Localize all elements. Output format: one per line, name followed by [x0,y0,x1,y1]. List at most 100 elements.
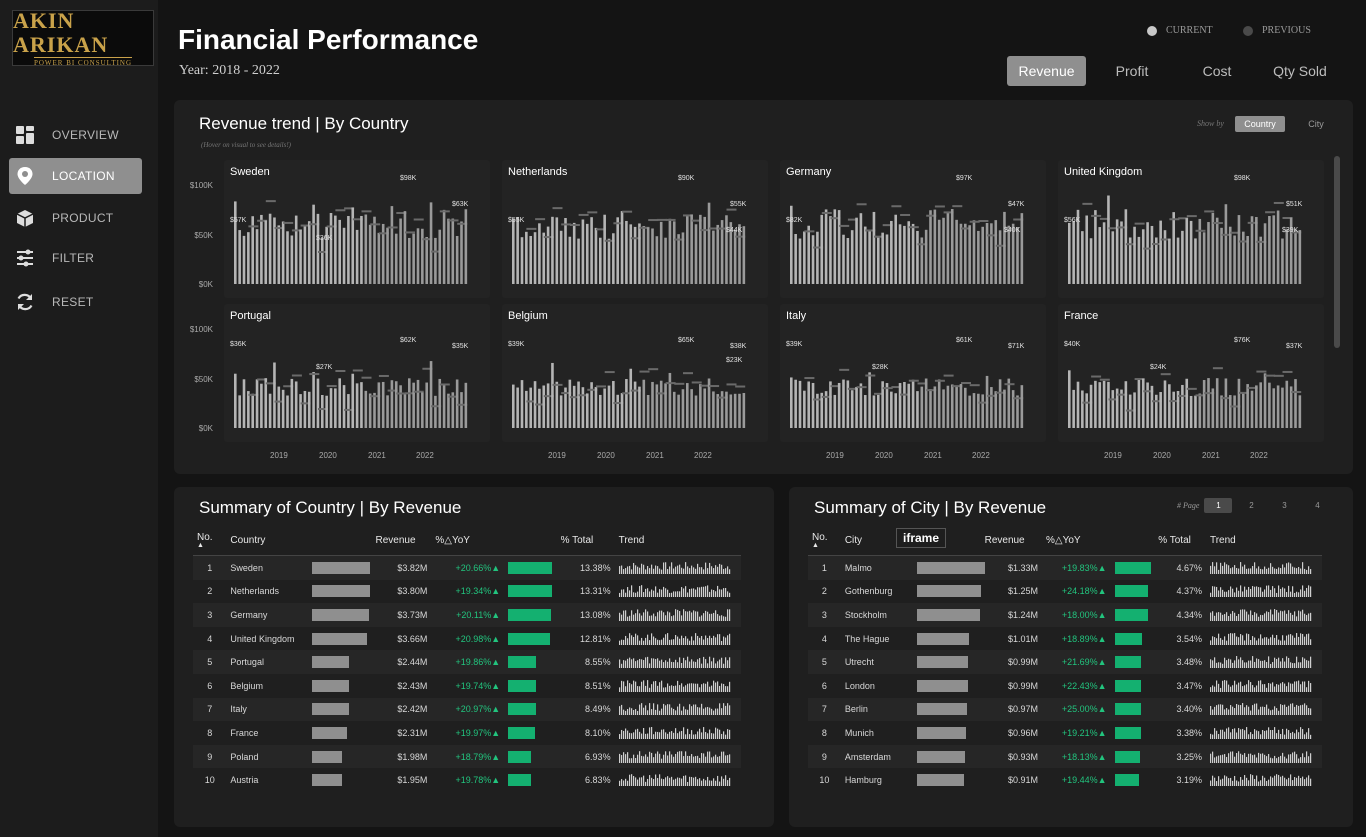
table-row[interactable]: 3 Stockholm $1.24M +18.00%▲ 4.34% [808,603,1322,627]
sparkline-bar [672,709,674,716]
sparkline-bar [1233,708,1236,716]
sparkline-bar [1213,636,1216,645]
toggle-country[interactable]: Country [1235,116,1285,132]
sparkline-bar [720,733,722,739]
trend-bar [434,395,437,428]
sparkline-bar [1269,562,1272,574]
page-3-button[interactable]: 3 [1282,501,1287,510]
sparkline-bar [1301,585,1304,598]
tab-qty-sold[interactable]: Qty Sold [1273,63,1327,79]
column-header[interactable]: %△YoY [431,525,505,556]
table-row[interactable]: 6 London $0.99M +22.43%▲ 3.47% [808,674,1322,698]
page-2-button[interactable]: 2 [1249,501,1254,510]
trend-bar [590,382,593,428]
column-header[interactable]: Country [226,525,308,556]
nav-overview[interactable]: OVERVIEW [9,117,142,153]
trend-bar [846,238,850,284]
country-trend-cell[interactable]: United Kingdom $56K $98K $51K $39K [1058,160,1324,298]
trend-bar [294,215,298,284]
column-header[interactable]: Trend [1205,525,1322,556]
table-row[interactable]: 8 France $2.31M +19.97%▲ 8.10% [193,721,741,745]
country-trend-cell[interactable]: Germany $82K $97K $47K $40K [780,160,1046,298]
trend-bar [299,394,302,428]
table-row[interactable]: 1 Sweden $3.82M +20.66%▲ 13.38% [193,555,741,580]
country-trend-cell[interactable]: Portugal $36K $27K $62K $35K [224,304,490,442]
sparkline-bar [1257,566,1260,574]
sparkline-bar [1283,661,1286,669]
country-trend-cell[interactable]: Belgium $39K $65K $38K $23K [502,304,768,442]
revenue-bar [917,703,967,716]
sparkline-bar [702,569,704,574]
table-row[interactable]: 1 Malmo $1.33M +19.83%▲ 4.67% [808,555,1322,580]
x-tick-year: 2022 [694,451,712,460]
sparkline-bar [644,733,646,739]
tab-profit[interactable]: Profit [1115,63,1149,79]
column-header[interactable]: Revenue [371,525,432,556]
revenue-bar [311,703,349,716]
previous-marker [1004,227,1015,230]
sparkline-bar [630,684,632,692]
sparkline-bar [1261,684,1264,692]
tab-cost[interactable]: Cost [1202,63,1232,79]
nav-reset[interactable]: RESET [9,284,142,320]
table-row[interactable]: 5 Portugal $2.44M +19.86%▲ 8.55% [193,650,741,674]
previous-marker [596,385,606,388]
column-header[interactable]: Trend [614,525,741,556]
sparkline-bar [714,727,716,739]
nav-location[interactable]: LOCATION [9,158,142,194]
nav-product[interactable]: PRODUCT [9,200,142,236]
sparkline-bar [662,662,664,669]
sparkline-bar [1243,564,1246,574]
sparkline-bar [696,635,698,645]
column-header[interactable]: No. ▲ [808,525,841,556]
column-header[interactable]: Revenue [980,525,1042,556]
trend-data-label: $90K [678,175,695,182]
table-row[interactable]: 10 Austria $1.95M +19.78%▲ 6.83% [193,768,741,792]
sparkline-bar [1213,707,1216,716]
country-trend-cell[interactable]: Netherlands $55K $90K $55K $44K [502,160,768,298]
table-row[interactable]: 3 Germany $3.73M +20.11%▲ 13.08% [193,603,741,627]
yoy-value: +19.97%▲ [455,727,501,738]
trend-scrollbar[interactable] [1334,156,1340,348]
country-trend-cell[interactable]: France $40K $24K $76K $37K [1058,304,1324,442]
sparkline-bar [694,589,696,598]
table-row[interactable]: 2 Gothenburg $1.25M +24.18%▲ 4.37% [808,580,1322,604]
column-header[interactable]: City [840,525,914,556]
sparkline-bar [1237,613,1240,621]
column-header[interactable]: No. ▲ [193,525,227,556]
sparkline-bar [1241,634,1244,645]
sparkline-bar [714,564,716,574]
table-row[interactable]: 4 The Hague $1.01M +18.89%▲ 3.54% [808,627,1322,651]
table-row[interactable]: 9 Amsterdam $0.93M +18.13%▲ 3.25% [808,744,1322,769]
column-header[interactable]: %△YoY [1041,525,1111,556]
column-header[interactable]: % Total [1154,525,1206,556]
trend-bar [581,219,585,284]
table-row[interactable]: 7 Italy $2.42M +20.97%▲ 8.49% [193,697,741,722]
page-4-button[interactable]: 4 [1315,501,1320,510]
country-trend-chart: $39K$28K$61K$71K [786,337,1025,428]
trend-bar [694,395,698,428]
column-header[interactable]: % Total [556,525,615,556]
page-1-button[interactable]: 1 [1204,498,1233,513]
tab-revenue[interactable]: Revenue [1007,56,1086,86]
table-row[interactable]: 6 Belgium $2.43M +19.74%▲ 8.51% [193,674,741,698]
trend-bar [977,393,980,428]
table-row[interactable]: 10 Hamburg $0.91M +19.44%▲ 3.19% [808,768,1322,792]
trend-bar [1294,379,1297,428]
table-row[interactable]: 5 Utrecht $0.99M +21.69%▲ 3.48% [808,650,1322,674]
trend-sparkline [1209,632,1312,645]
sparkline-bar [1279,640,1282,645]
table-row[interactable]: 7 Berlin $0.97M +25.00%▲ 3.40% [808,697,1322,722]
table-row[interactable]: 9 Poland $1.98M +18.79%▲ 6.93% [193,744,741,769]
country-trend-cell[interactable]: Sweden $57K $36K $98K $63K [224,160,490,298]
sparkline-bar [630,585,632,598]
table-row[interactable]: 8 Munich $0.96M +19.21%▲ 3.38% [808,721,1322,745]
country-trend-cell[interactable]: Italy $39K $28K $61K $71K [780,304,1046,442]
nav-filter[interactable]: FILTER [9,240,142,276]
table-row[interactable]: 2 Netherlands $3.80M +19.34%▲ 13.31% [193,580,741,604]
toggle-city[interactable]: City [1308,119,1324,129]
sparkline-bar [1233,592,1236,598]
trend-bar [373,216,376,284]
sparkline-bar [1287,730,1290,739]
table-row[interactable]: 4 United Kingdom $3.66M +20.98%▲ 12.81% [193,627,741,651]
